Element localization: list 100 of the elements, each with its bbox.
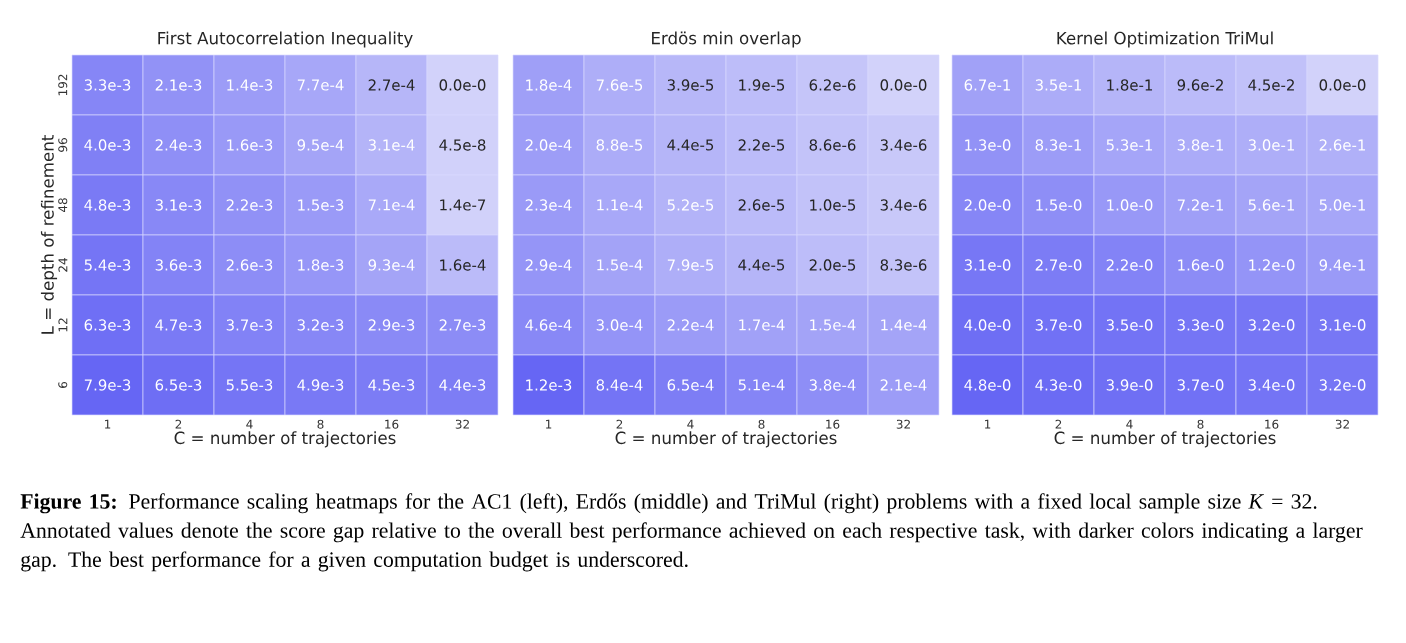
data-label: 2.7e-4 xyxy=(368,79,415,91)
data-label: 2.1e-4 xyxy=(880,379,927,391)
data-label: 2.4e-3 xyxy=(155,139,202,151)
data-label: 4.5e-2 xyxy=(1248,79,1294,91)
data-label: 5.5e-3 xyxy=(226,379,273,391)
data-label: 1.3e-0 xyxy=(965,139,1011,151)
data-label: 4.0e-0 xyxy=(964,319,1011,331)
data-label: 3.1e-0 xyxy=(1319,319,1366,331)
data-label: 4.4e-5 xyxy=(667,139,714,151)
data-label: 1.0e-5 xyxy=(810,199,856,211)
x-axis-title: C = number of trajectories xyxy=(615,431,837,448)
data-label: 5.2e-5 xyxy=(667,199,714,211)
data-label: 3.7e-0 xyxy=(1035,319,1082,331)
x-tick-label: 4 xyxy=(687,419,694,429)
data-label: 4.8e-3 xyxy=(84,199,131,211)
text: Figure 15: Performance scaling heatmaps for the AC1 (left), Erdős (middle) and TriMul (right) problems with a fixed local sample size K = 32. Annotated values denote the score gap relative to the overall best performance achieved on each respective task, with darker colors indicating a larger gap. The best performance for a given computation budget is underscored. xyxy=(20,493,1363,572)
data-label: 3.4e-0 xyxy=(1248,379,1295,391)
data-label: 7.9e-5 xyxy=(667,259,714,271)
data-label: 2.9e-4 xyxy=(525,259,572,271)
data-label: 2.7e-0 xyxy=(1035,259,1082,271)
data-label: 1.8e-3 xyxy=(298,259,344,271)
data-label: 9.5e-4 xyxy=(297,139,344,151)
data-label: 1.4e-3 xyxy=(227,79,273,91)
data-label: 9.3e-4 xyxy=(368,259,415,271)
data-label: 3.7e-0 xyxy=(1177,379,1224,391)
y-tick-label: 48 xyxy=(58,198,68,213)
data-label: 3.3e-0 xyxy=(1177,319,1224,331)
data-label: 3.2e-0 xyxy=(1248,319,1295,331)
x-tick-label: 1 xyxy=(546,419,552,429)
data-label: 2.2e-3 xyxy=(226,199,273,211)
x-tick-label: 8 xyxy=(758,419,765,429)
data-label: 3.1e-0 xyxy=(964,259,1011,271)
data-label: 9.4e-1 xyxy=(1319,259,1366,271)
data-label: 2.1e-3 xyxy=(155,79,202,91)
data-label: 2.0e-5 xyxy=(809,259,856,271)
data-label: 3.8e-4 xyxy=(809,379,856,391)
data-label: 2.0e-0 xyxy=(964,199,1011,211)
data-label: 7.7e-4 xyxy=(297,79,344,91)
data-label: 2.7e-3 xyxy=(439,319,486,331)
x-tick-label: 8 xyxy=(317,419,324,429)
data-label: 4.7e-3 xyxy=(155,319,202,331)
x-tick-label: 2 xyxy=(616,419,623,429)
data-label: 2.2e-4 xyxy=(667,319,714,331)
data-label: 3.3e-3 xyxy=(84,79,131,91)
data-label: 1.4e-4 xyxy=(881,319,927,331)
data-label: 4.4e-3 xyxy=(439,379,486,391)
chart-title: Erdös min overlap xyxy=(652,31,801,48)
data-label: 1.8e-1 xyxy=(1107,79,1153,91)
x-tick-label: 32 xyxy=(1335,419,1349,429)
data-label: 2.3e-4 xyxy=(525,199,572,211)
data-label: 2.6e-1 xyxy=(1319,139,1366,151)
data-label: 5.0e-1 xyxy=(1319,199,1366,211)
data-label: 1.5e-4 xyxy=(597,259,643,271)
data-label: 0.0e-0 xyxy=(880,79,927,91)
data-label: 2.6e-5 xyxy=(738,199,785,211)
y-tick-label: 24 xyxy=(58,258,68,272)
data-label: 2.2e-5 xyxy=(738,139,785,151)
data-label: 2.6e-3 xyxy=(226,259,273,271)
x-tick-label: 4 xyxy=(246,419,253,429)
data-label: 7.2e-1 xyxy=(1177,199,1224,211)
data-label: 3.4e-6 xyxy=(880,139,927,151)
data-label: 3.7e-3 xyxy=(226,319,273,331)
x-tick-label: 32 xyxy=(455,419,469,429)
data-label: 7.9e-3 xyxy=(84,379,131,391)
data-label: 4.0e-3 xyxy=(84,139,131,151)
data-label: 5.4e-3 xyxy=(84,259,131,271)
data-label: 8.6e-6 xyxy=(809,139,856,151)
data-label: 3.1e-3 xyxy=(155,199,202,211)
data-label: 1.6e-4 xyxy=(440,259,486,271)
data-label: 4.6e-4 xyxy=(525,319,572,331)
data-label: 8.4e-4 xyxy=(596,379,643,391)
data-label: 3.2e-3 xyxy=(297,319,344,331)
data-label: 3.9e-5 xyxy=(667,79,714,91)
data-label: 4.3e-0 xyxy=(1035,379,1082,391)
chart-title: Kernel Optimization TriMul xyxy=(1057,31,1273,48)
data-label: 1.0e-0 xyxy=(1107,199,1153,211)
data-label: 2.0e-4 xyxy=(525,139,572,151)
data-label: 4.5e-8 xyxy=(439,139,486,151)
data-label: 5.3e-1 xyxy=(1106,139,1153,151)
data-label: 3.1e-4 xyxy=(368,139,415,151)
data-label: 5.1e-4 xyxy=(738,379,785,391)
x-tick-label: 16 xyxy=(1265,419,1279,429)
data-label: 1.9e-5 xyxy=(739,79,785,91)
data-label: 8.3e-1 xyxy=(1035,139,1082,151)
x-tick-label: 1 xyxy=(105,419,111,429)
data-label: 1.4e-7 xyxy=(440,199,486,211)
data-label: 3.6e-3 xyxy=(155,259,202,271)
data-label: 1.7e-4 xyxy=(739,319,785,331)
x-tick-label: 16 xyxy=(826,419,840,429)
data-label: 3.0e-1 xyxy=(1248,139,1295,151)
x-tick-label: 8 xyxy=(1197,419,1204,429)
data-label: 3.2e-0 xyxy=(1319,379,1366,391)
x-tick-label: 1 xyxy=(985,419,991,429)
data-label: 0.0e-0 xyxy=(1319,79,1366,91)
data-label: 6.7e-1 xyxy=(964,79,1011,91)
data-label: 4.4e-5 xyxy=(738,259,785,271)
data-label: 4.9e-3 xyxy=(297,379,344,391)
data-label: 1.6e-0 xyxy=(1178,259,1224,271)
data-label: 8.3e-6 xyxy=(880,259,927,271)
data-label: 3.0e-4 xyxy=(596,319,643,331)
